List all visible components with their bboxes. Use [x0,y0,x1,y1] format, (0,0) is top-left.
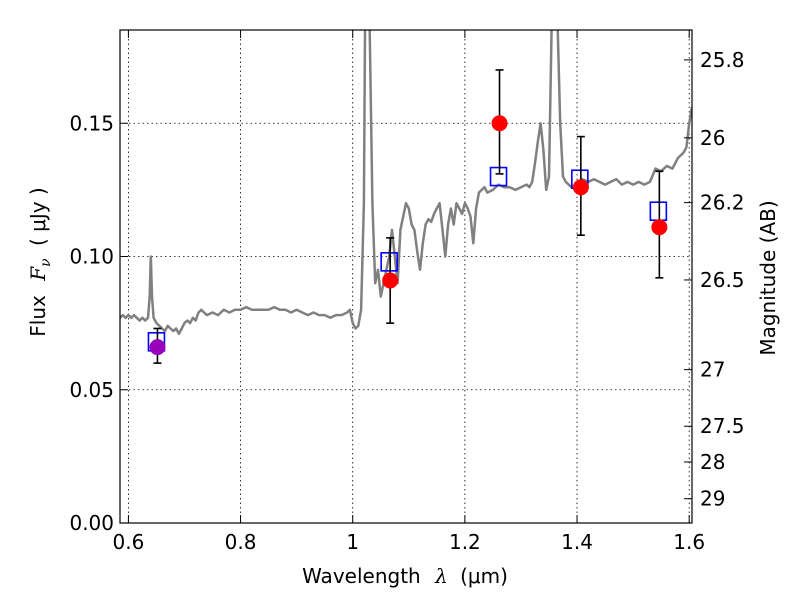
model-point [489,166,508,187]
spectrum-line [120,30,692,336]
y-axis-title-unit: ( μJy ) [26,187,50,246]
plot-frame [119,29,693,524]
x-tick-label: 0.8 [225,530,257,554]
plot-area [120,30,692,364]
x-axis-title-text: Wavelength [302,564,421,588]
y2-tick-label: 27 [700,358,725,382]
observed-point [651,219,668,236]
y-axis-title-text: Flux [26,295,50,337]
y2-tick-label: 26 [700,126,725,150]
grid [120,30,692,524]
y2-tick-label: 28 [700,450,725,474]
x-axis-title-symbol: λ [434,564,448,588]
x-tick-label: 0.6 [113,530,145,554]
y-tick-label: 0.05 [69,378,114,402]
y2-axis-title: Magnitude (AB) [756,200,780,355]
x-tick-label: 1 [346,530,359,554]
observed-point [572,179,589,196]
observed-point [382,272,399,289]
model-point [380,252,398,272]
y2-tick-label: 26.2 [700,191,745,215]
y-tick-label: 0.00 [69,511,114,535]
y-axis-title-symbol: F [26,266,50,282]
y-axis-title: Flux Fν ( μJy ) [26,187,55,336]
axes: 0.6 0.8 1 1.2 1.4 1.6 0.00 0.05 0.10 0.15 25.8 26 26… [69,30,745,554]
observed-point [491,115,508,132]
x-tick-label: 1.4 [561,530,593,554]
model-point [649,201,668,222]
y-axis-title-subscript: ν [38,258,54,267]
y2-tick-label: 26.5 [700,268,745,292]
y2-tick-label: 27.5 [700,414,745,438]
x-tick-label: 1.6 [673,530,705,554]
y2-tick-label: 25.8 [700,48,745,72]
x-axis-title-unit: (μm) [460,564,508,588]
x-axis-title: Wavelength λ (μm) [302,564,508,588]
observed-point [149,339,166,356]
x-tick-label: 1.2 [449,530,481,554]
y2-tick-label: 29 [700,487,725,511]
y-tick-label: 0.15 [69,111,114,135]
y-tick-label: 0.10 [69,245,114,269]
